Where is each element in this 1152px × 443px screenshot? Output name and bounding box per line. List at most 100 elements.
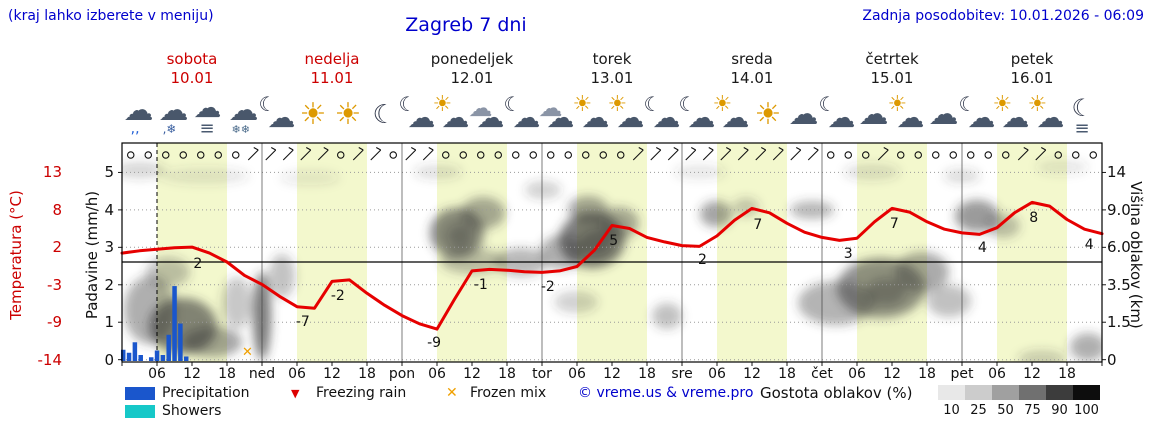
x-tick-label: 06 [148,366,166,382]
moon-glyph: ☾ [503,92,522,116]
freezing-rain-legend-label: Freezing rain [316,385,407,401]
sun-icon: ☀ [328,96,372,140]
day-name: nedelja [304,50,360,68]
daylight-bands [157,143,1067,362]
sun-glyph: ☀ [607,92,628,117]
axis-tick-marks [118,171,1106,366]
moon-cloud-icon: ☾ ☁ [503,92,547,140]
moon-cloud-icon: ☾ ☁ [958,94,1002,140]
sun-icon: ☀ [293,96,337,140]
page-title: Zagreb 7 dni [405,14,527,36]
sun-glyph: ☀ [334,97,362,132]
day-date: 11.01 [310,69,354,87]
x-tick-label: 06 [288,366,306,382]
cloud-scale-tick: 75 [1024,403,1041,418]
temperature-value-label: 3 [843,246,853,263]
x-tick-label: 06 [708,366,726,382]
x-tick-label: 18 [1058,366,1076,382]
x-tick-label: 06 [568,366,586,382]
day-date: 13.01 [590,69,634,87]
sun-cloud-icon: ☀ ☁ [888,94,932,140]
temperature-value-label: -2 [540,278,555,295]
cloud-density-legend-label: Gostota oblakov (%) [760,384,913,402]
cloud-scale-segment [938,385,965,400]
precipitation-swatch [125,387,155,400]
cloud-scale-tick: 25 [970,403,987,418]
moon-glyph: ☾ [678,92,697,116]
freezing-rain-icon: ▼ [291,387,300,400]
cloud-glyph: ☁ [512,101,541,134]
cloud-scale-segment [1073,385,1100,400]
x-tick-label: pon [388,366,416,382]
temperature-value-label: 2 [193,256,203,273]
x-tick-label: 18 [638,366,656,382]
cloud-scale-tick: 50 [997,403,1014,418]
day-date: 14.01 [730,69,774,87]
cloud-glyph: ☁ [1036,101,1065,134]
temperature-value-label: -9 [427,335,442,352]
cloud-glyph: ☁ [407,101,436,134]
frozen-mix-icon: ✕ [446,385,458,401]
x-tick-label: 18 [218,366,236,382]
temp-tick: -3 [47,275,62,294]
day-name: sobota [166,50,218,68]
temperature-value-label: 8 [1029,209,1039,226]
temp-tick: 13 [42,163,62,182]
day-header-petek: petek 16.01 [962,50,1102,88]
precip-tick: 4 [104,200,114,219]
day-header-sreda: sreda 14.01 [682,50,822,88]
cloud-scale-segment [965,385,992,400]
temperature-value-label: -7 [295,314,310,331]
sun-glyph: ☀ [754,97,782,132]
cloud-tick: 0 [1107,350,1117,369]
sun-cloud-icon: ☀ ☁ [607,92,652,140]
cloud-scale-tick: 100 [1074,403,1099,418]
x-tick-label: 06 [988,366,1006,382]
sun-cloud-icon: ☀ ☁ [713,94,757,140]
day-boundary-lines [261,143,963,362]
cloud-glyph: ☁ [581,101,610,134]
cloud-glyph: ☁ [476,101,505,134]
sun-glyph: ☀ [432,92,453,117]
cloud-tick: 6.0 [1107,238,1131,257]
cloud-glyph: ☁ [788,97,819,132]
moon-cloud-icon: ☾ ☁ [258,92,302,140]
showers-legend-label: Showers [162,403,222,419]
sun-cloud-icon: ☀ ☁ [432,92,477,140]
cloud-icon: ☁ [783,96,827,140]
day-header-četrtek: četrtek 15.01 [822,50,962,88]
x-tick-label: 18 [778,366,796,382]
day-date: 12.01 [450,69,494,87]
frozen-mix-legend-label: Frozen mix [470,385,547,401]
temperature-value-label: 4 [1084,237,1094,254]
cloud2-glyph: ☁ [468,94,493,122]
x-tick-label: 12 [463,366,481,382]
sun-glyph: ☀ [299,97,327,132]
temperature-value-label: -1 [473,277,488,294]
moon-glyph: ☾ [818,92,837,116]
x-tick-label: 12 [183,366,201,382]
cloud-tick: 1.5 [1107,313,1131,332]
temperature-value-label: 7 [753,216,763,233]
location-hint: (kraj lahko izberete v meniju) [8,8,214,24]
x-tick-label: pet [950,366,974,382]
cloud-glyph: ☁ [967,101,996,134]
cloud-glyph: ☁ [896,101,925,134]
clouds-icon: ☁ ☁ [538,96,582,140]
x-tick-label: 18 [918,366,936,382]
temperature-value-label: 7 [889,215,899,232]
x-tick-label: 12 [323,366,341,382]
day-header-nedelja: nedelja 11.01 [262,50,402,88]
cloud2-glyph: ☁ [538,94,563,122]
rain-icon: ☁ ‚‚ [118,96,162,140]
wind-symbols [127,147,1098,161]
moon-glyph: ☾ [1071,94,1094,122]
fog-glyph: ≡ [1074,118,1090,139]
cloud-glyph: ☁ [687,101,716,134]
cloud-glyph: ☁ [441,101,470,134]
cloud-glyph: ☁ [928,97,959,132]
moon-glyph: ☾ [258,92,277,116]
moon-fog-icon: ☾ ≡ [1063,96,1107,140]
copyright-link[interactable]: © vreme.us & vreme.pro [578,385,754,401]
day-header-torek: torek 13.01 [542,50,682,88]
